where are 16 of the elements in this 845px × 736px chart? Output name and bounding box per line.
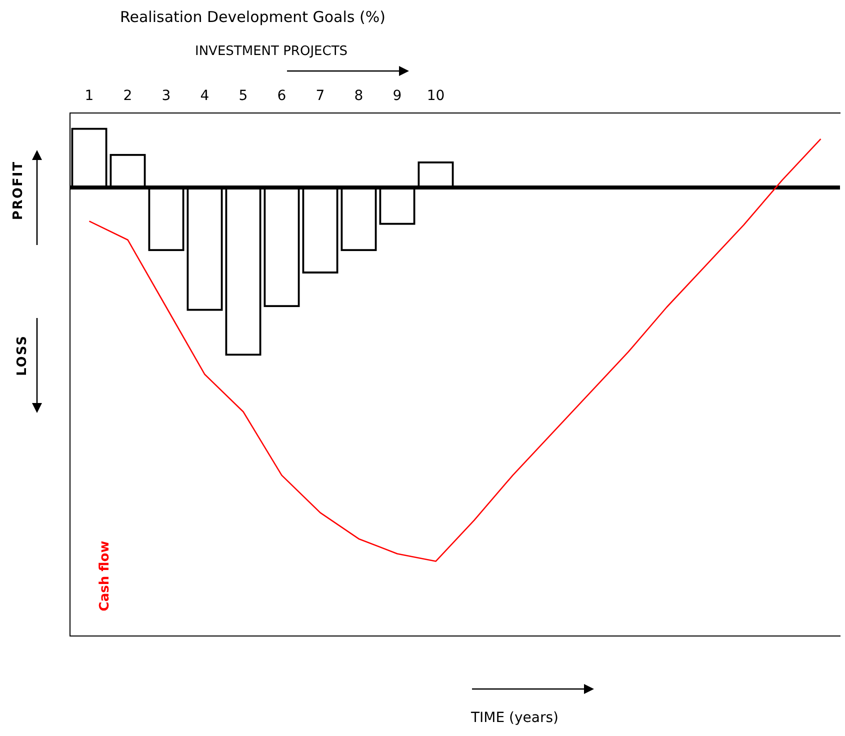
text: TIME (years) xyxy=(471,710,559,726)
x-tick-label: 10 xyxy=(426,88,445,104)
text: LOSS xyxy=(14,334,30,376)
x-tick-label: 3 xyxy=(162,88,171,104)
x-tick-label: 6 xyxy=(277,88,286,104)
text: PROFIT xyxy=(10,160,26,220)
x-tick-label: 2 xyxy=(123,88,132,104)
text: Cash flow xyxy=(98,540,113,612)
chart-title: Realisation Development Goals (%) xyxy=(120,8,386,26)
x-tick-label: 9 xyxy=(392,88,402,104)
x-tick-label: 7 xyxy=(316,88,325,104)
x-tick-label: 1 xyxy=(84,88,94,104)
x-tick-label: 8 xyxy=(354,88,364,104)
x-tick-label: 5 xyxy=(238,88,248,104)
x-tick-label: 4 xyxy=(200,88,210,104)
chart-subtitle: INVESTMENT PROJECTS xyxy=(195,44,348,59)
